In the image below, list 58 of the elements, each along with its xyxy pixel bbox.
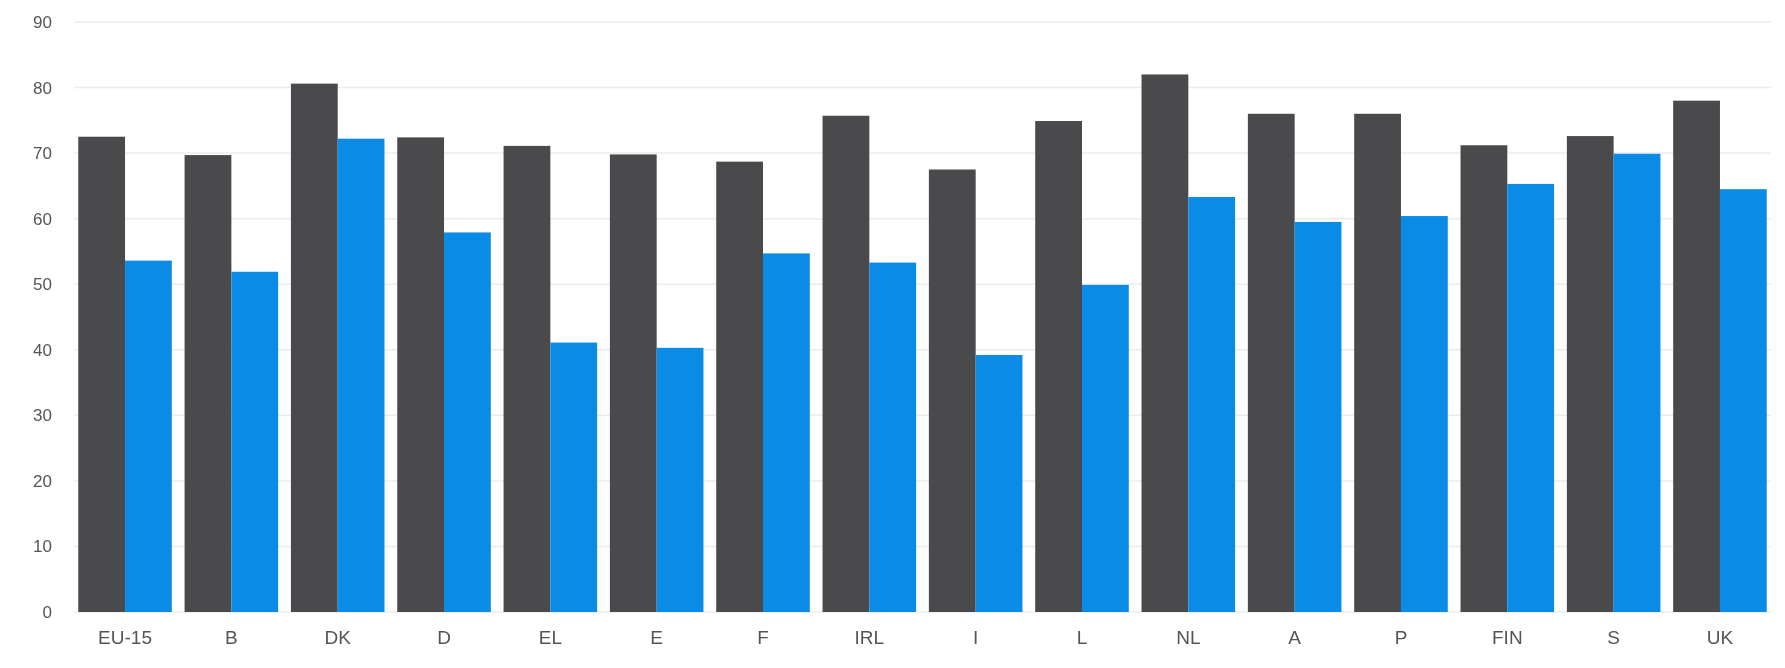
x-tick-label: EL [538, 627, 562, 648]
bar [1613, 153, 1661, 612]
x-tick-label: DK [324, 627, 352, 648]
bar [184, 155, 232, 612]
y-tick-label: 10 [33, 537, 52, 557]
y-tick-label: 30 [33, 406, 52, 426]
bar [1673, 100, 1720, 612]
bar [716, 161, 764, 612]
x-tick-label: F [757, 627, 769, 648]
bar [1354, 113, 1401, 612]
bar [1035, 120, 1082, 612]
bar [975, 355, 1023, 612]
y-tick-label: 90 [33, 12, 52, 32]
bar [397, 137, 445, 612]
x-tick-label: FIN [1492, 627, 1523, 648]
bar [869, 262, 917, 612]
x-tick-label: S [1607, 627, 1620, 648]
bar [822, 115, 870, 612]
bar [1294, 221, 1342, 612]
bar [1507, 183, 1555, 612]
x-tick-label: E [650, 627, 664, 648]
bar [1141, 74, 1189, 612]
x-tick-label: EU-15 [98, 627, 152, 648]
y-tick-label: 70 [33, 144, 52, 164]
y-tick-label: 60 [33, 209, 52, 229]
bar [609, 154, 657, 612]
bar [503, 145, 551, 612]
bar [1247, 113, 1295, 612]
x-tick-label: D [437, 627, 451, 648]
bar [1188, 197, 1236, 612]
x-tick-label: NL [1176, 627, 1201, 648]
bar [1566, 136, 1614, 612]
bar [78, 136, 126, 612]
bar [928, 169, 976, 612]
bar [1081, 284, 1129, 612]
bar [763, 253, 810, 612]
y-tick-label: 20 [33, 471, 52, 491]
y-tick-label: 50 [33, 275, 52, 295]
bar [1719, 189, 1767, 612]
y-tick-label: 40 [33, 340, 52, 360]
bar [337, 138, 385, 612]
x-tick-label: P [1394, 627, 1408, 648]
bar [1400, 216, 1448, 612]
y-tick-label: 80 [33, 78, 52, 98]
y-tick-label: 0 [42, 602, 52, 622]
x-tick-label: IRL [854, 627, 885, 648]
bar [444, 232, 491, 612]
x-tick-label: A [1288, 627, 1302, 648]
x-tick-label: L [1076, 627, 1088, 648]
bar [125, 260, 172, 612]
bar [231, 271, 279, 612]
x-tick-label: UK [1706, 627, 1734, 648]
bar [1460, 145, 1508, 612]
bar [550, 342, 598, 612]
x-tick-label: I [973, 627, 979, 648]
x-tick-label: B [225, 627, 238, 648]
bar [290, 83, 338, 612]
bar [656, 347, 704, 612]
